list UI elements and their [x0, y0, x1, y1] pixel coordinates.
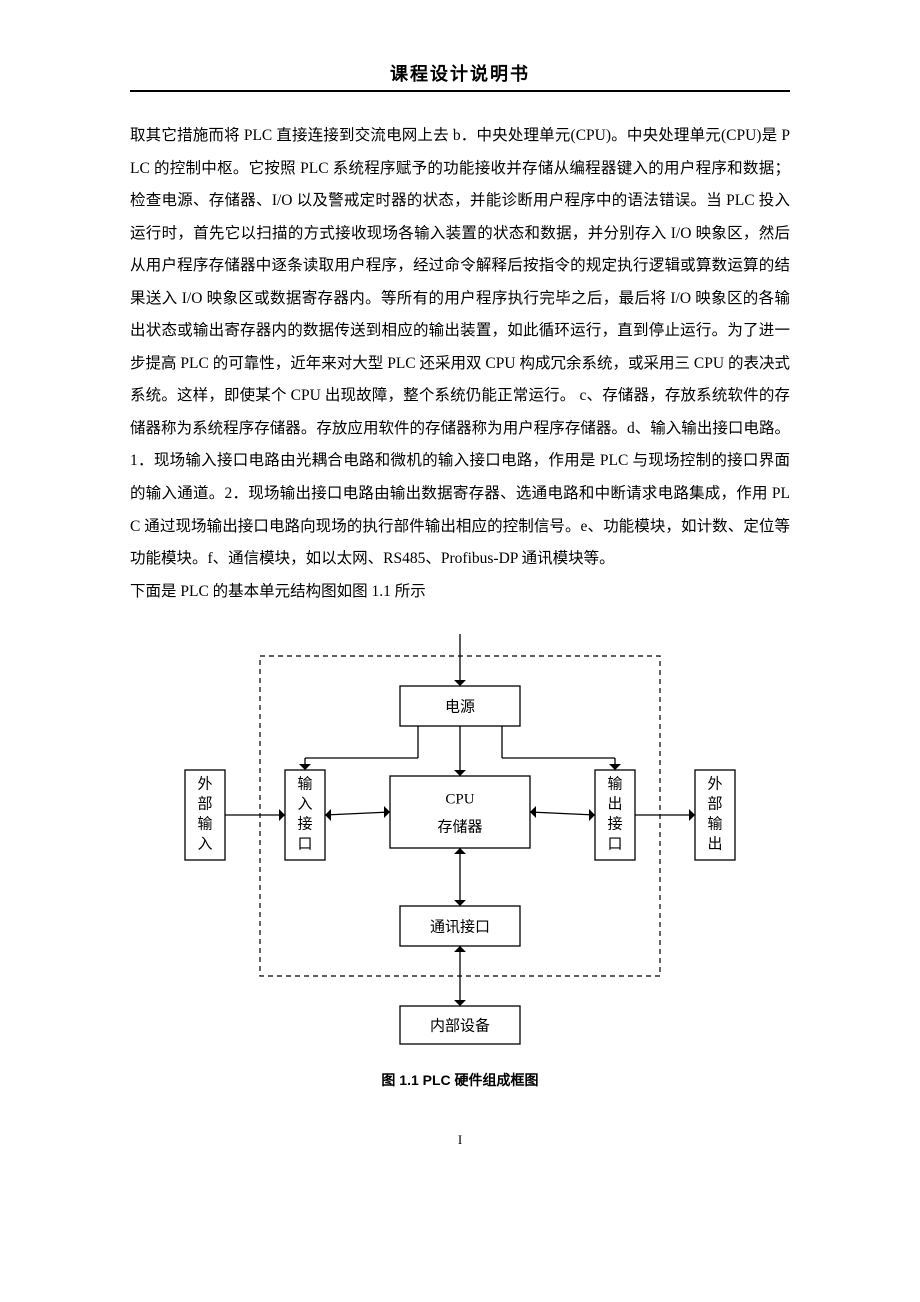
page-header-title: 课程设计说明书 [130, 60, 790, 86]
svg-text:存储器: 存储器 [437, 819, 482, 836]
svg-text:出: 出 [607, 796, 622, 813]
svg-text:出: 出 [707, 836, 722, 853]
svg-text:通讯接口: 通讯接口 [430, 919, 490, 936]
svg-text:电源: 电源 [445, 699, 475, 716]
body-paragraph-2: 下面是 PLC 的基本单元结构图如图 1.1 所示 [130, 576, 790, 609]
svg-text:输: 输 [297, 776, 312, 793]
svg-text:内部设备: 内部设备 [430, 1018, 490, 1035]
svg-text:部: 部 [197, 796, 212, 813]
svg-text:部: 部 [707, 796, 722, 813]
body-paragraph-1: 取其它措施而将 PLC 直接连接到交流电网上去 b．中央处理单元(CPU)。中央… [130, 120, 790, 576]
plc-diagram: 电源CPU存储器输入接口输出接口外部输入外部输出通讯接口内部设备 [130, 626, 790, 1056]
page-number: I [130, 1132, 790, 1148]
svg-text:输: 输 [197, 816, 212, 833]
svg-text:输: 输 [607, 776, 622, 793]
svg-text:入: 入 [297, 797, 312, 813]
svg-text:口: 口 [297, 837, 312, 853]
svg-text:接: 接 [297, 816, 312, 833]
figure-caption: 图 1.1 PLC 硬件组成框图 [130, 1070, 790, 1090]
svg-text:口: 口 [607, 837, 622, 853]
header-rule [130, 90, 790, 92]
svg-text:输: 输 [707, 816, 722, 833]
svg-text:外: 外 [197, 776, 212, 793]
svg-text:CPU: CPU [445, 792, 474, 808]
svg-text:接: 接 [607, 816, 622, 833]
svg-text:入: 入 [197, 837, 212, 853]
svg-text:外: 外 [707, 776, 722, 793]
